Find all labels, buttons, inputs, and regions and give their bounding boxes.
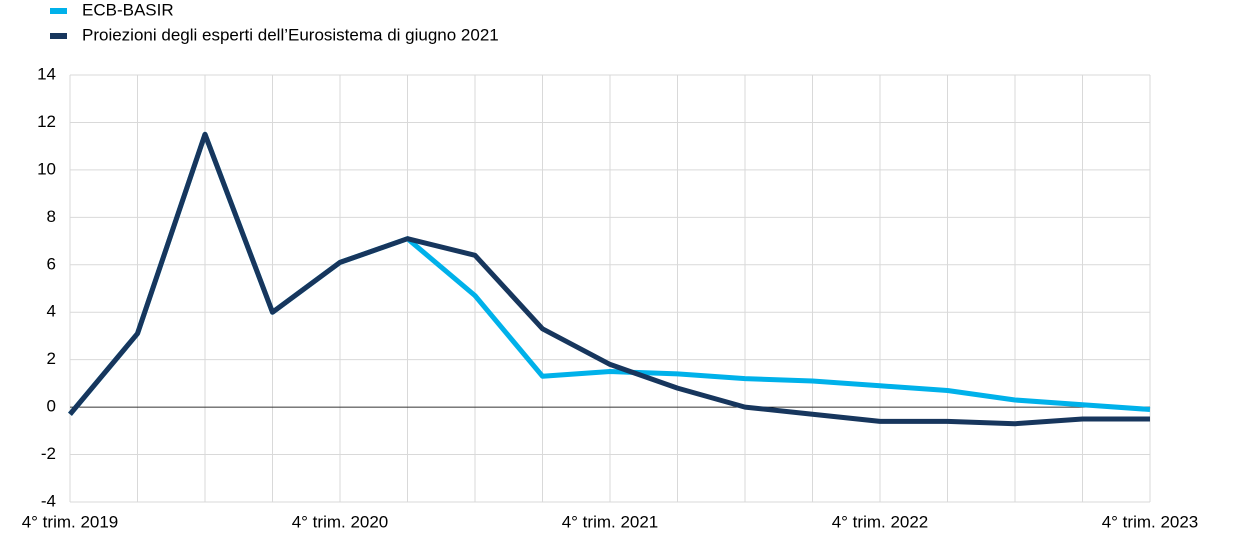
- x-tick-label: 4° trim. 2019: [22, 512, 119, 531]
- legend-swatch: [50, 33, 67, 39]
- y-tick-label: -2: [41, 444, 56, 463]
- y-tick-label: -4: [41, 491, 56, 510]
- y-tick-label: 2: [47, 349, 56, 368]
- y-tick-label: 0: [47, 397, 56, 416]
- y-tick-label: 12: [37, 112, 56, 131]
- legend-swatch: [50, 8, 67, 14]
- legend-label: Proiezioni degli esperti dell’Eurosistem…: [82, 25, 499, 44]
- y-tick-label: 4: [47, 302, 56, 321]
- x-tick-label: 4° trim. 2023: [1102, 512, 1199, 531]
- y-tick-label: 6: [47, 254, 56, 273]
- x-tick-label: 4° trim. 2021: [562, 512, 659, 531]
- x-tick-label: 4° trim. 2020: [292, 512, 389, 531]
- y-tick-label: 10: [37, 159, 56, 178]
- x-tick-label: 4° trim. 2022: [832, 512, 929, 531]
- legend-label: ECB-BASIR: [82, 0, 174, 19]
- y-tick-label: 8: [47, 207, 56, 226]
- y-tick-label: 14: [37, 64, 56, 83]
- series-line: [68, 131, 1150, 427]
